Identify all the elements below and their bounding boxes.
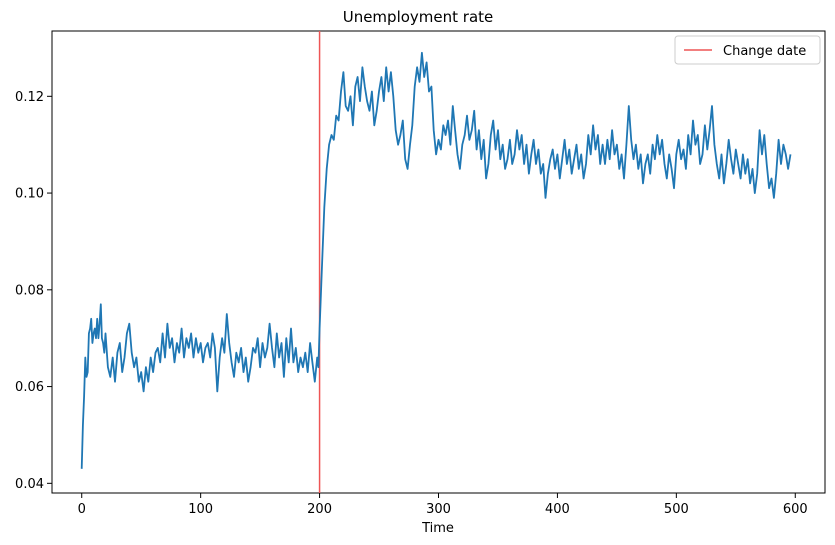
legend-box bbox=[674, 35, 821, 65]
y-axis: 0.04 0.06 0.08 0.10 0.12 bbox=[15, 90, 52, 492]
y-tick-label: 0.06 bbox=[15, 380, 44, 395]
x-tick-label: 400 bbox=[545, 502, 570, 517]
x-tick-label: 500 bbox=[664, 502, 689, 517]
x-axis: 0 100 200 300 400 500 600 bbox=[78, 493, 808, 517]
series-layer bbox=[80, 51, 792, 469]
y-tick-label: 0.04 bbox=[15, 477, 44, 492]
x-tick-label: 600 bbox=[783, 502, 808, 517]
legend-label-change-date: Change date bbox=[723, 44, 806, 59]
x-tick-label: 100 bbox=[188, 502, 213, 517]
chart-title: Unemployment rate bbox=[343, 8, 494, 26]
x-tick-label: 300 bbox=[426, 502, 451, 517]
x-tick-label: 200 bbox=[307, 502, 332, 517]
legend: Change date bbox=[674, 35, 821, 65]
x-axis-label: Time bbox=[421, 521, 454, 536]
unemployment-rate-line bbox=[80, 51, 792, 469]
y-tick-label: 0.12 bbox=[15, 90, 44, 105]
y-tick-label: 0.08 bbox=[15, 283, 44, 298]
y-tick-label: 0.10 bbox=[15, 187, 44, 202]
x-tick-label: 0 bbox=[78, 502, 86, 517]
